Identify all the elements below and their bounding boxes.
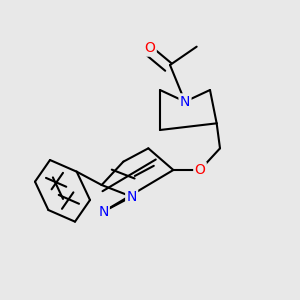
Text: O: O [145, 41, 155, 55]
Text: N: N [180, 95, 190, 109]
Text: N: N [127, 190, 137, 204]
Text: N: N [98, 205, 109, 219]
Text: O: O [195, 163, 206, 177]
